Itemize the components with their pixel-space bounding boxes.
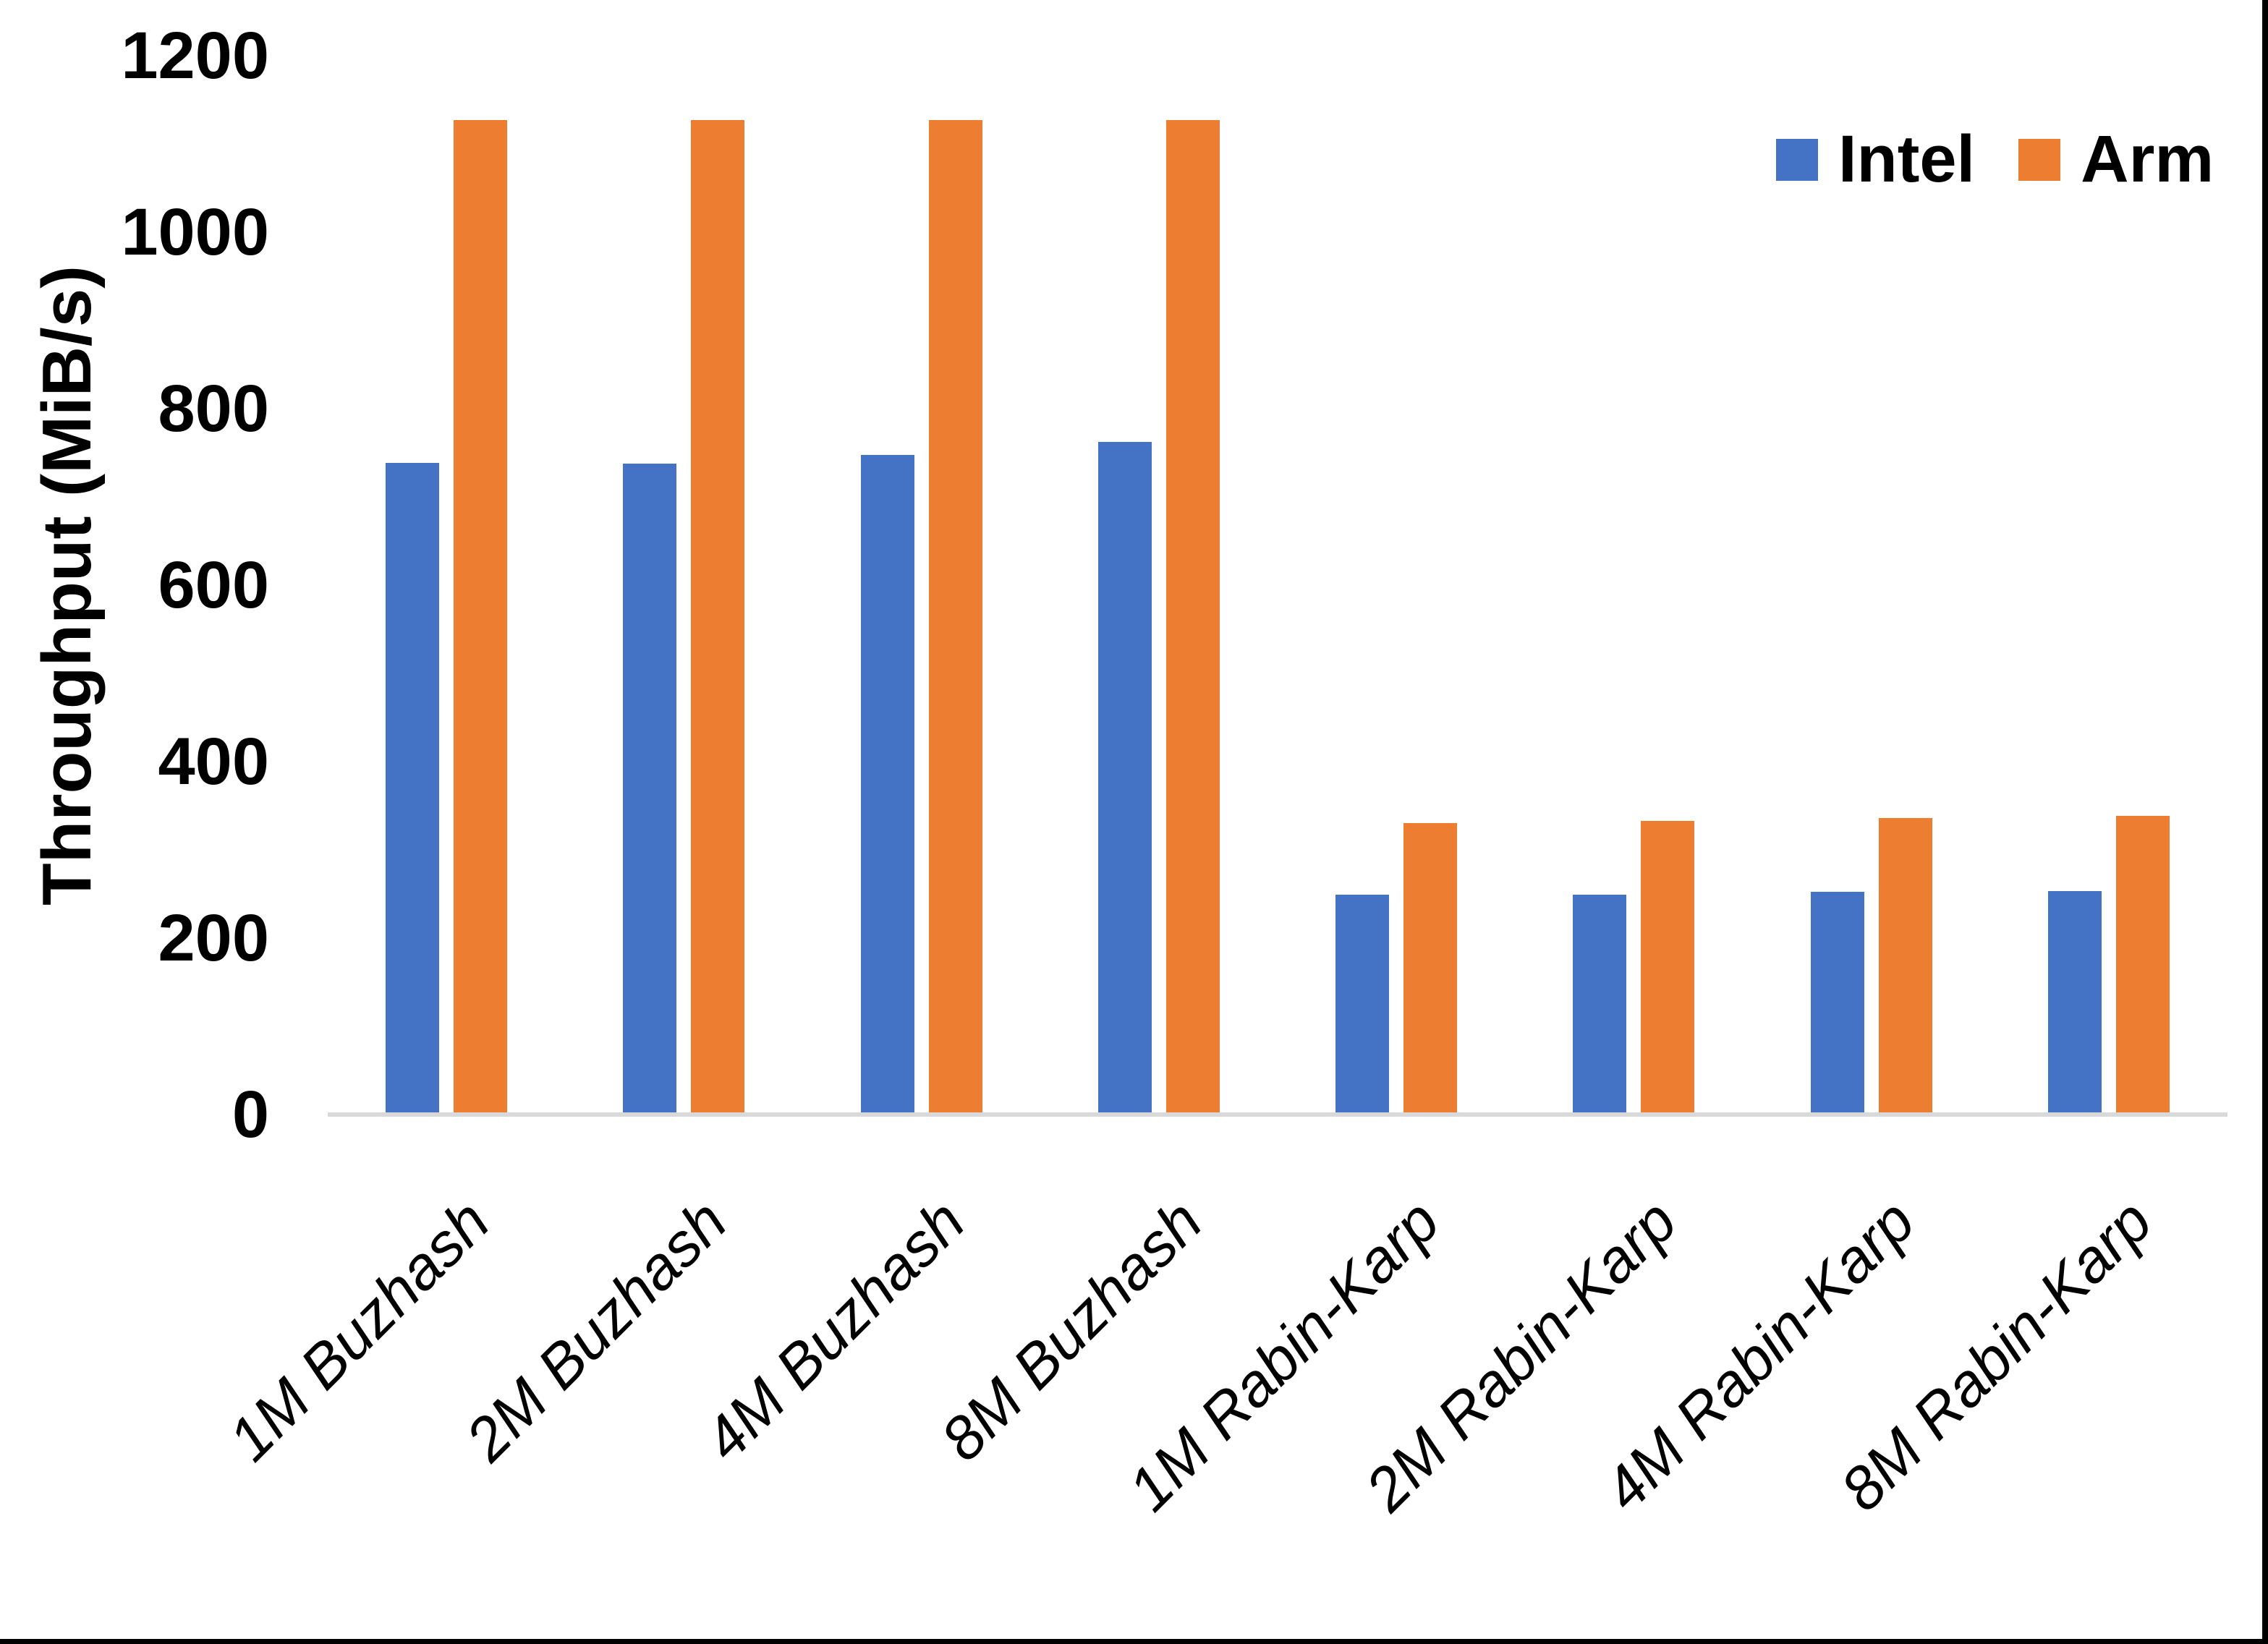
- y-tick-label: 1000: [121, 195, 269, 269]
- legend-label-intel: Intel: [1838, 122, 1976, 196]
- bar-intel-7: [1810, 892, 1864, 1112]
- legend-item-intel: Intel: [1776, 122, 1975, 197]
- y-tick-label: 200: [158, 901, 270, 975]
- plot-area: [328, 56, 2227, 1117]
- bar-arm-1: [454, 119, 508, 1112]
- y-tick-label: 0: [232, 1078, 269, 1151]
- bar-intel-2: [623, 464, 677, 1112]
- bar-intel-3: [860, 455, 914, 1112]
- bar-arm-6: [1641, 821, 1695, 1112]
- intel-swatch-icon: [1776, 138, 1818, 181]
- y-tick-label: 600: [158, 548, 270, 622]
- arm-swatch-icon: [2018, 138, 2061, 181]
- bar-arm-8: [2115, 816, 2170, 1112]
- bar-arm-3: [928, 119, 982, 1112]
- bar-intel-4: [1097, 441, 1152, 1112]
- legend: Intel Arm: [1776, 122, 2214, 197]
- bar-arm-7: [1878, 817, 1932, 1112]
- bar-intel-5: [1335, 894, 1390, 1112]
- bar-intel-1: [386, 463, 440, 1112]
- y-tick-label: 400: [158, 725, 270, 798]
- y-tick-label: 800: [158, 372, 270, 446]
- y-tick-label: 1200: [121, 19, 269, 93]
- legend-label-arm: Arm: [2081, 122, 2214, 196]
- bar-arm-4: [1165, 119, 1220, 1112]
- legend-item-arm: Arm: [2018, 122, 2214, 197]
- bar-intel-8: [2047, 890, 2102, 1112]
- bar-intel-6: [1573, 894, 1627, 1112]
- x-axis-baseline: [328, 1112, 2227, 1117]
- bar-arm-5: [1403, 822, 1458, 1112]
- bar-arm-2: [691, 119, 745, 1112]
